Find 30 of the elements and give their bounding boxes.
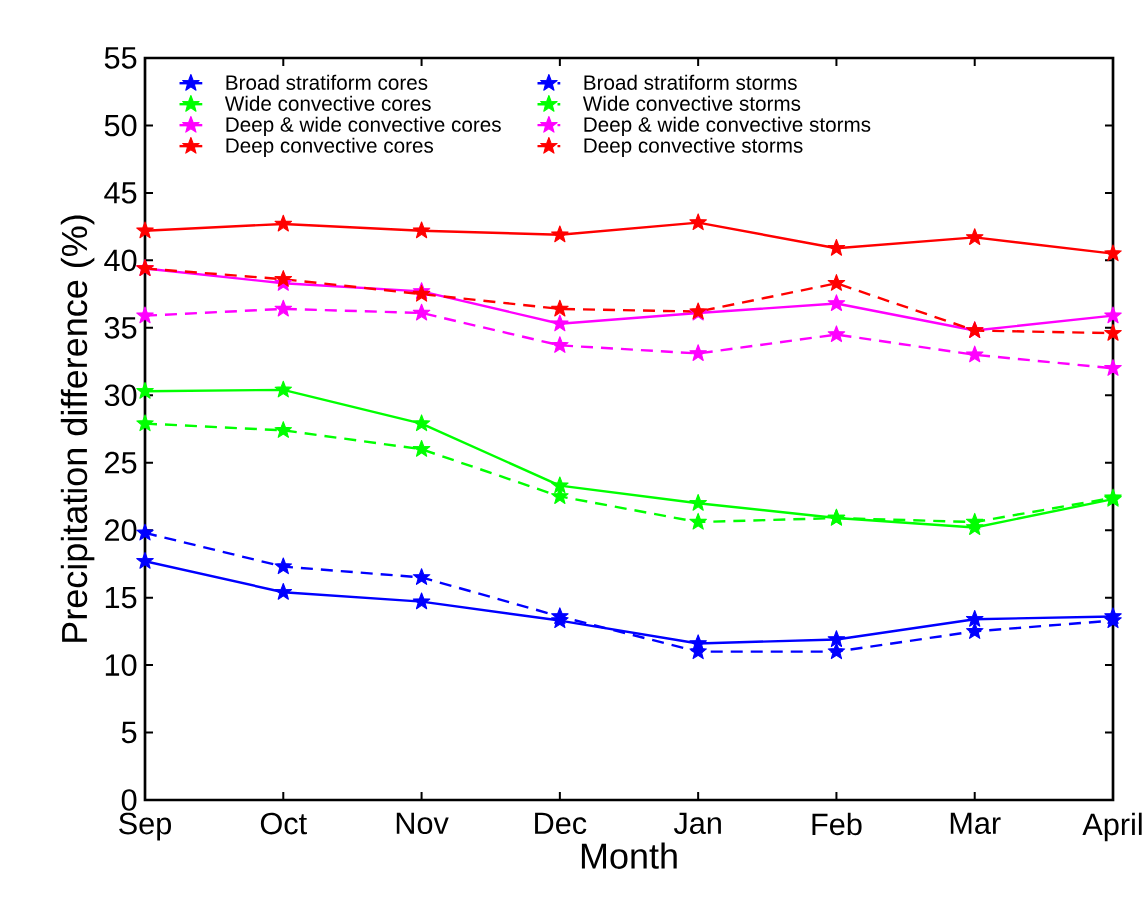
x-tick-label: Mar xyxy=(950,812,1001,835)
legend-label: Deep & wide convective cores xyxy=(226,116,501,136)
x-tick-label: April xyxy=(1082,812,1142,842)
y-tick-label: 5 xyxy=(121,721,137,744)
legend-label: Deep convective storms xyxy=(584,137,803,157)
y-tick-label: 20 xyxy=(105,519,137,542)
legend-label: Wide convective storms xyxy=(582,95,801,111)
x-axis-title: Month xyxy=(581,842,677,869)
y-tick-label: 55 xyxy=(104,47,137,69)
x-tick-label: Sep xyxy=(119,812,171,841)
y-tick-label: 35 xyxy=(104,316,137,339)
legend-label: Deep convective cores xyxy=(226,137,434,157)
legend-label: Broad stratiform cores xyxy=(226,74,428,90)
y-tick-label: 0 xyxy=(121,789,137,811)
y-tick-label: 45 xyxy=(104,182,137,204)
y-axis-title: Precipitation difference (%) xyxy=(60,215,95,642)
y-tick-label: 30 xyxy=(104,384,137,407)
y-tick-label: 15 xyxy=(105,586,137,609)
x-tick-label: Oct xyxy=(260,812,307,835)
x-tick-label: Feb xyxy=(812,812,862,836)
y-tick-label: 25 xyxy=(105,451,137,474)
legend-label: Wide convective cores xyxy=(224,95,431,111)
y-tick-label: 10 xyxy=(105,654,137,676)
x-tick-label: Dec xyxy=(535,812,587,835)
x-tick-label: Nov xyxy=(396,812,449,835)
y-tick-label: 50 xyxy=(104,114,137,137)
legend-label: Broad stratiform storms xyxy=(584,74,797,90)
y-tick-label: 40 xyxy=(104,249,137,272)
x-tick-label: Jan xyxy=(673,812,721,835)
legend-label: Deep & wide convective storms xyxy=(584,116,871,136)
